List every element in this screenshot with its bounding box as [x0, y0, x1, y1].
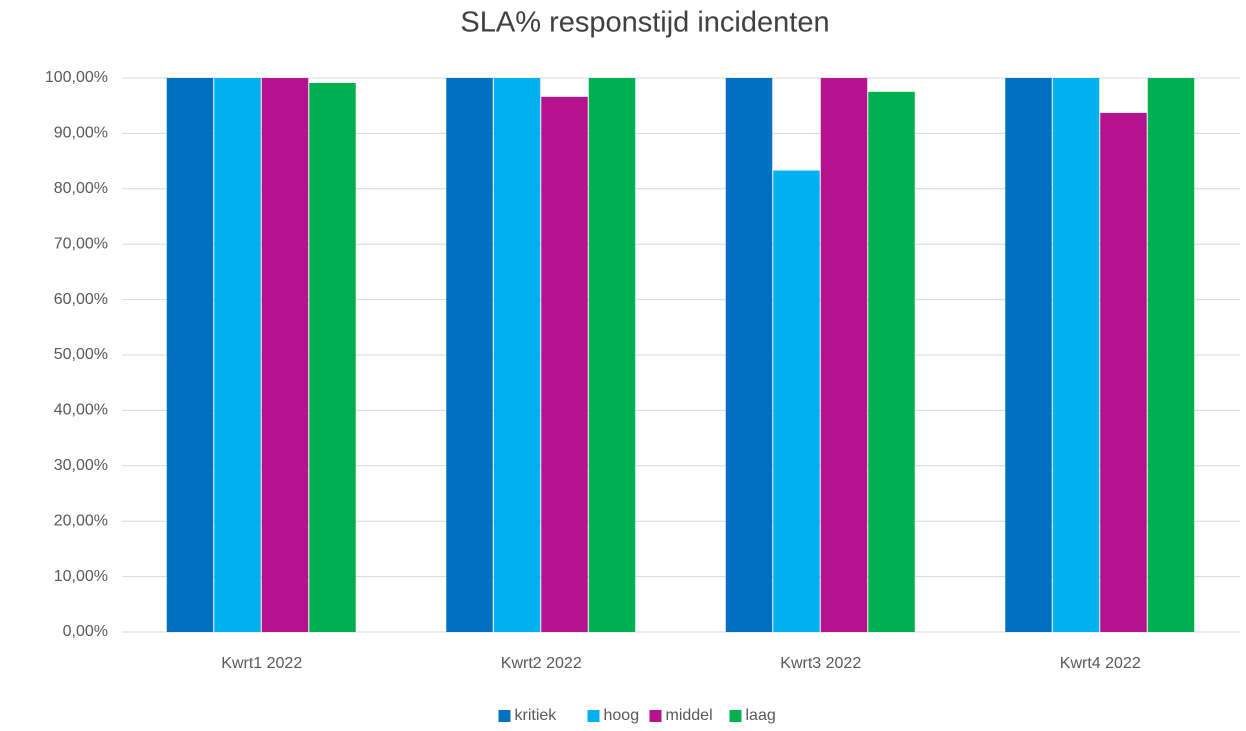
bar	[1005, 78, 1052, 632]
y-tick-label: 20,00%	[54, 512, 108, 529]
bar	[1147, 78, 1195, 632]
bar	[309, 82, 356, 632]
bar	[1052, 78, 1100, 632]
legend-label: laag	[746, 707, 776, 724]
y-tick-label: 90,00%	[54, 125, 108, 142]
y-tick-label: 80,00%	[54, 180, 108, 197]
x-tick-label: Kwrt2 2022	[501, 655, 582, 672]
y-tick-label: 60,00%	[54, 291, 108, 308]
y-tick-label: 70,00%	[54, 235, 108, 252]
legend-swatch	[729, 710, 742, 722]
legend-swatch	[587, 710, 600, 722]
bar	[588, 78, 636, 632]
legend-label: hoog	[604, 707, 640, 724]
y-tick-label: 10,00%	[54, 568, 108, 585]
y-tick-label: 0,00%	[63, 623, 108, 640]
bar	[725, 78, 773, 632]
y-tick-label: 100,00%	[45, 69, 108, 86]
chart-title: SLA% responstijd incidenten	[460, 7, 829, 39]
bar	[541, 96, 588, 632]
x-tick-label: Kwrt1 2022	[221, 655, 302, 672]
x-tick-label: Kwrt3 2022	[780, 655, 861, 672]
x-tick-label: Kwrt4 2022	[1060, 655, 1141, 672]
legend-label: middel	[666, 707, 713, 724]
bar	[166, 78, 214, 632]
legend-swatch	[649, 710, 662, 722]
bar	[214, 78, 261, 632]
legend-swatch	[498, 710, 511, 722]
legend-label: kritiek	[515, 707, 558, 724]
bar	[773, 170, 820, 632]
y-tick-label: 30,00%	[54, 457, 108, 474]
bar	[820, 78, 868, 632]
bar	[1100, 112, 1147, 633]
bar	[261, 78, 309, 632]
bar	[446, 78, 493, 632]
y-tick-label: 40,00%	[54, 402, 108, 419]
bar	[493, 78, 541, 632]
y-tick-label: 50,00%	[54, 346, 108, 363]
bar	[868, 91, 915, 633]
